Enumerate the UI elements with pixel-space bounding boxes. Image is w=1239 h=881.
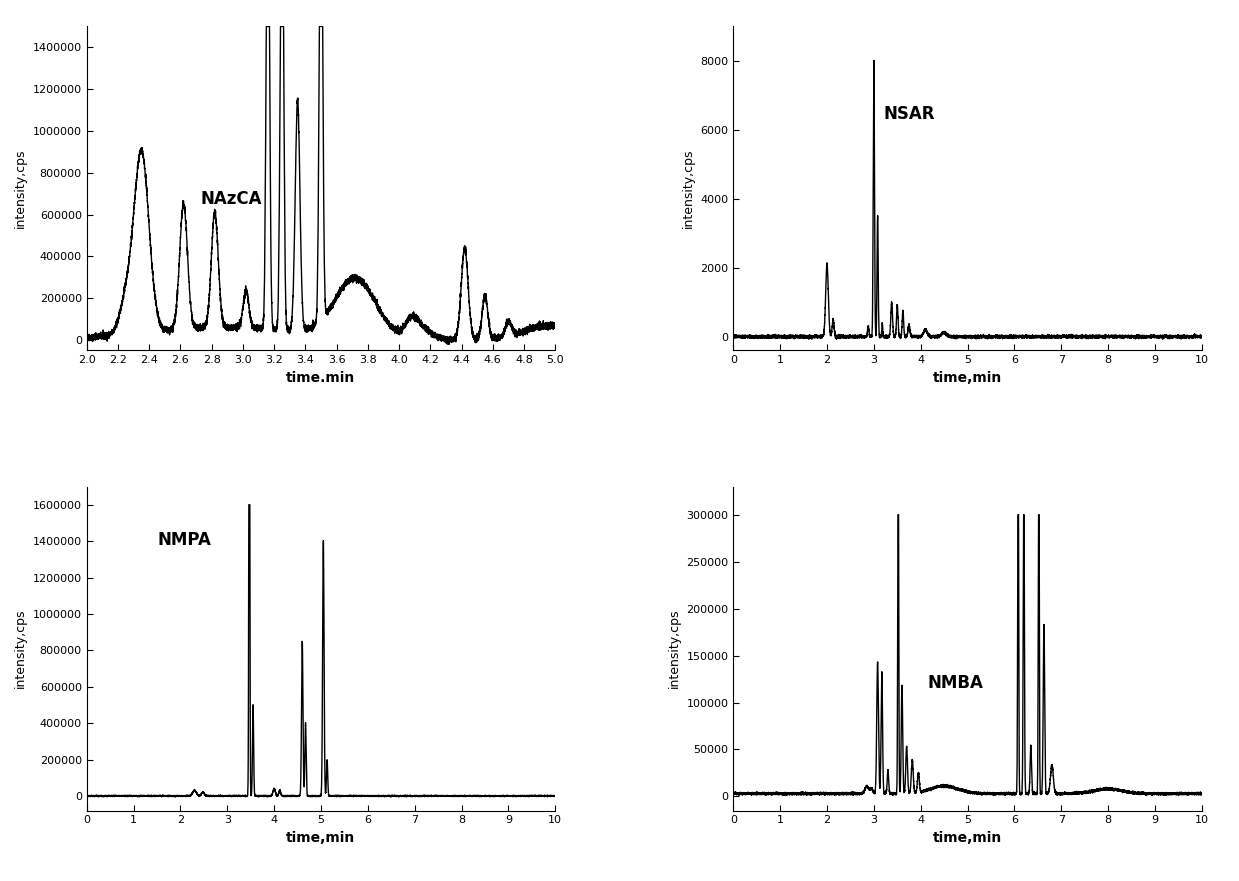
Y-axis label: intensity,cps: intensity,cps [668,609,680,688]
X-axis label: time,min: time,min [286,831,356,845]
Y-axis label: intensity,cps: intensity,cps [681,149,695,228]
X-axis label: time,min: time,min [933,831,1002,845]
Text: NSAR: NSAR [883,106,934,123]
Text: NMPA: NMPA [157,530,211,549]
Text: NMBA: NMBA [928,675,984,692]
X-axis label: time.min: time.min [286,371,356,385]
Y-axis label: intensity,cps: intensity,cps [14,609,27,688]
X-axis label: time,min: time,min [933,371,1002,385]
Y-axis label: intensity,cps: intensity,cps [14,149,27,228]
Text: NAzCA: NAzCA [201,190,263,208]
